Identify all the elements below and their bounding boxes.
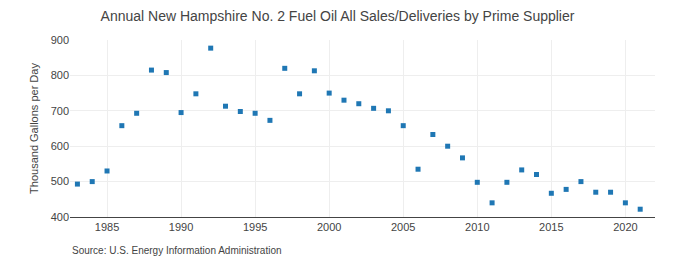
svg-text:600: 600	[51, 140, 69, 152]
svg-text:2005: 2005	[391, 221, 415, 233]
svg-text:900: 900	[51, 34, 69, 46]
svg-text:2000: 2000	[317, 221, 341, 233]
svg-text:Source: U.S. Energy Informatio: Source: U.S. Energy Information Administ…	[72, 245, 282, 256]
svg-text:400: 400	[51, 211, 69, 223]
svg-text:Thousand Gallons per Day: Thousand Gallons per Day	[28, 63, 40, 194]
svg-text:800: 800	[51, 69, 69, 81]
svg-text:700: 700	[51, 105, 69, 117]
svg-text:1985: 1985	[95, 221, 119, 233]
svg-text:2020: 2020	[613, 221, 637, 233]
svg-text:500: 500	[51, 175, 69, 187]
svg-text:1990: 1990	[169, 221, 193, 233]
svg-text:2010: 2010	[465, 221, 489, 233]
svg-text:Annual New Hampshire No. 2 Fue: Annual New Hampshire No. 2 Fuel Oil All …	[101, 8, 575, 24]
svg-text:2015: 2015	[539, 221, 563, 233]
svg-text:1995: 1995	[243, 221, 267, 233]
